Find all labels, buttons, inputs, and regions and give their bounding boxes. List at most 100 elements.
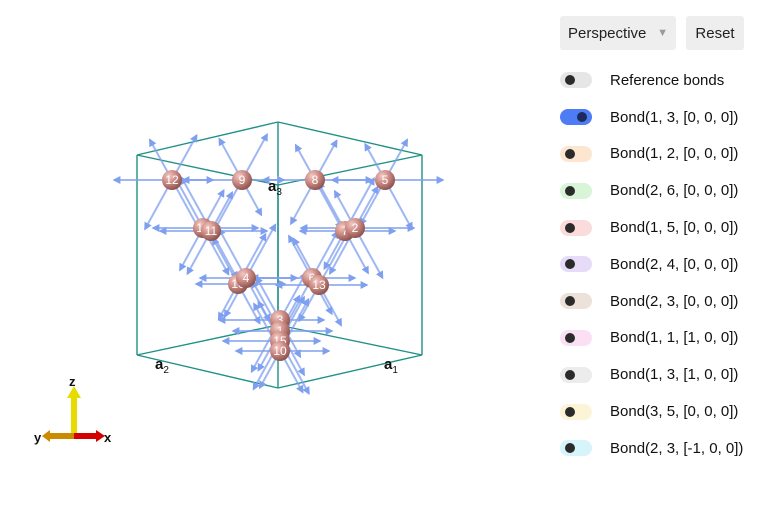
atom-label: 5 [382,173,389,187]
bond-toggle-row: Bond(1, 2, [0, 0, 0]) [560,136,760,173]
projection-value: Perspective [568,24,647,42]
toggle-switch[interactable] [560,440,592,457]
atom[interactable]: 4 [236,268,256,288]
lattice-vector-label: a3 [268,178,282,198]
toggle-label: Bond(1, 1, [1, 0, 0]) [610,329,739,347]
lattice-vector-subscript: 3 [276,187,282,198]
toggle-label: Reference bonds [610,71,725,89]
toggle-knob [565,332,575,343]
bond-toggle-row: Bond(1, 5, [0, 0, 0]) [560,209,760,246]
toggle-switch[interactable] [560,219,592,236]
lattice-vector-subscript: 1 [392,365,398,376]
atom-label: 9 [239,173,246,187]
atom[interactable]: 10 [270,341,290,361]
toggle-switch[interactable] [560,109,592,126]
toggle-switch[interactable] [560,403,592,420]
atom-label: 12 [165,173,179,187]
toggle-switch[interactable] [560,256,592,273]
atom-label: 8 [312,173,319,187]
toggle-label: Bond(2, 3, [-1, 0, 0]) [610,439,744,457]
atom[interactable]: 8 [305,170,325,190]
toggle-knob [565,443,575,454]
bond-toggle-row: Bond(2, 3, [-1, 0, 0]) [560,430,760,467]
bond-toggle-row: Reference bonds [560,62,760,99]
atom-sphere [305,170,325,190]
bond-toggle-row: Bond(2, 4, [0, 0, 0]) [560,246,760,283]
cell-edge [277,121,423,156]
toggle-label: Bond(3, 5, [0, 0, 0]) [610,403,739,421]
atom-label: 10 [273,344,287,358]
toggle-switch[interactable] [560,329,592,346]
lattice-vector-subscript: 2 [163,365,169,376]
toggle-label: Bond(2, 6, [0, 0, 0]) [610,182,739,200]
cell-edge [277,354,423,389]
toggle-switch[interactable] [560,366,592,383]
atom-label: 2 [352,221,359,235]
x-axis-arrow [74,430,105,442]
atom[interactable]: 2 [345,218,365,238]
toggle-knob [565,406,575,417]
z-axis-arrow [67,386,81,434]
atom-label: 11 [205,224,218,238]
bond-toggle-row: Bond(1, 1, [1, 0, 0]) [560,320,760,357]
control-panel: Perspective ▼ Reset Reference bonds Bond(… [560,16,760,467]
toggle-label: Bond(2, 4, [0, 0, 0]) [610,255,739,273]
y-axis-arrow [42,430,74,442]
lattice-vector-label: a1 [384,356,398,376]
bond-toggle-list: Reference bonds Bond(1, 3, [0, 0, 0]) Bond… [560,62,760,467]
atoms: 12985141172164613311510 [162,170,395,361]
atom-sphere [345,218,365,238]
lattice-vector-base: a [384,356,393,373]
atom-label: 4 [243,271,250,285]
atom-sphere [309,275,329,295]
x-axis-label: x [104,430,112,445]
atom-sphere [375,170,395,190]
atom[interactable]: 12 [162,170,182,190]
atom-label: 3 [277,313,284,327]
toggle-switch[interactable] [560,182,592,199]
toggle-knob [565,75,575,86]
reset-button[interactable]: Reset [686,16,744,50]
toggle-switch[interactable] [560,72,592,89]
toggle-knob [565,222,575,233]
bond-toggle-row: Bond(2, 6, [0, 0, 0]) [560,172,760,209]
toggle-label: Bond(1, 5, [0, 0, 0]) [610,219,739,237]
caret-down-icon: ▼ [657,27,668,39]
toggle-knob [565,148,575,159]
bond-toggle-row: Bond(1, 3, [1, 0, 0]) [560,356,760,393]
toggle-switch[interactable] [560,293,592,310]
atom[interactable]: 13 [309,275,329,295]
atom[interactable]: 11 [201,221,221,241]
toggle-switch[interactable] [560,145,592,162]
atom-label: 7 [342,224,349,238]
bond-toggle-row: Bond(1, 3, [0, 0, 0]) [560,99,760,136]
atom-sphere [232,170,252,190]
toggle-knob [565,296,575,307]
atom[interactable]: 5 [375,170,395,190]
toggle-knob [565,185,575,196]
toggle-knob [565,259,575,270]
lattice-vector-base: a [155,356,164,373]
toggle-label: Bond(2, 3, [0, 0, 0]) [610,292,739,310]
atom-sphere [236,268,256,288]
atom-sphere [201,221,221,241]
projection-select[interactable]: Perspective ▼ [560,16,676,50]
atom-label: 1 [277,324,284,338]
toggle-label: Bond(1, 3, [0, 0, 0]) [610,108,739,126]
cell-edge [136,121,279,156]
atom-sphere [270,341,290,361]
bond-arrow [245,223,277,279]
bond-toggle-row: Bond(3, 5, [0, 0, 0]) [560,393,760,430]
bond-toggle-row: Bond(2, 3, [0, 0, 0]) [560,283,760,320]
y-axis-label: y [34,430,42,445]
atom-label: 13 [312,278,326,292]
z-axis-label: z [69,374,76,389]
toggle-knob [577,112,587,123]
atom-sphere [162,170,182,190]
toggle-label: Bond(1, 2, [0, 0, 0]) [610,145,739,163]
atom[interactable]: 9 [232,170,252,190]
toggle-knob [565,369,575,380]
